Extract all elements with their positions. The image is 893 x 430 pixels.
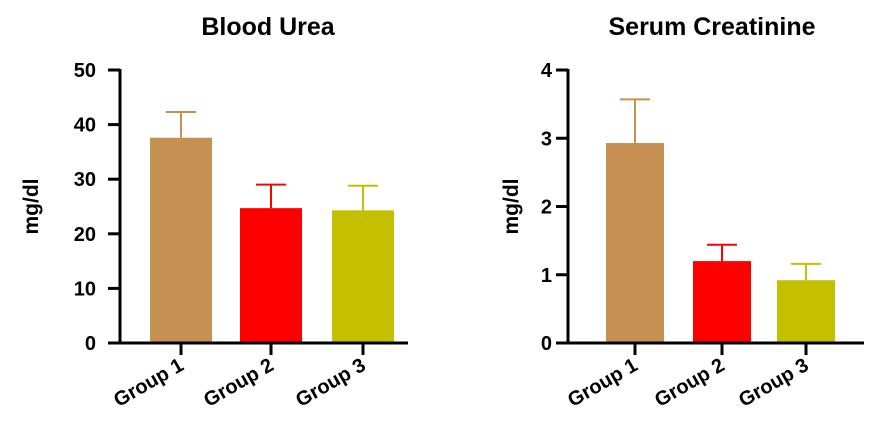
y-tick-label: 0 xyxy=(541,333,552,355)
bar-group-1 xyxy=(606,143,664,343)
bar-group-2 xyxy=(693,261,751,343)
x-tick-label: Group 1 xyxy=(564,354,641,411)
chart-title: Serum Creatinine xyxy=(608,13,815,41)
y-tick-label: 2 xyxy=(541,197,552,219)
y-axis-label: mg/dl xyxy=(500,179,523,235)
bar-group-2 xyxy=(240,208,302,343)
chart-panel-1: Blood Urea mg/dl 0 10 20 30 40 50 Group 1 Group 2… xyxy=(20,13,408,412)
y-tick-label: 20 xyxy=(74,224,96,246)
bar-group-1 xyxy=(150,137,212,343)
y-tick-label: 10 xyxy=(74,278,96,300)
x-tick-label: Group 3 xyxy=(735,354,812,411)
y-tick-label: 4 xyxy=(541,60,553,82)
y-tick-label: 30 xyxy=(74,169,96,191)
y-tick-label: 40 xyxy=(74,115,96,137)
y-axis-label: mg/dl xyxy=(20,179,43,235)
x-tick-label: Group 1 xyxy=(110,354,187,411)
x-tick-label: Group 2 xyxy=(651,354,728,411)
bar-group-3 xyxy=(332,210,394,343)
x-tick-label: Group 2 xyxy=(200,354,277,411)
y-tick-label: 3 xyxy=(541,128,552,150)
y-tick-label: 0 xyxy=(85,333,96,355)
x-tick-label: Group 3 xyxy=(292,354,369,411)
y-tick-label: 50 xyxy=(74,60,96,82)
y-tick-label: 1 xyxy=(541,265,552,287)
bar-group-3 xyxy=(777,280,835,343)
chart-panel-2: Serum Creatinine mg/dl 0 1 2 3 4 Group 1 Group 2… xyxy=(500,13,864,412)
chart-title: Blood Urea xyxy=(201,13,335,41)
